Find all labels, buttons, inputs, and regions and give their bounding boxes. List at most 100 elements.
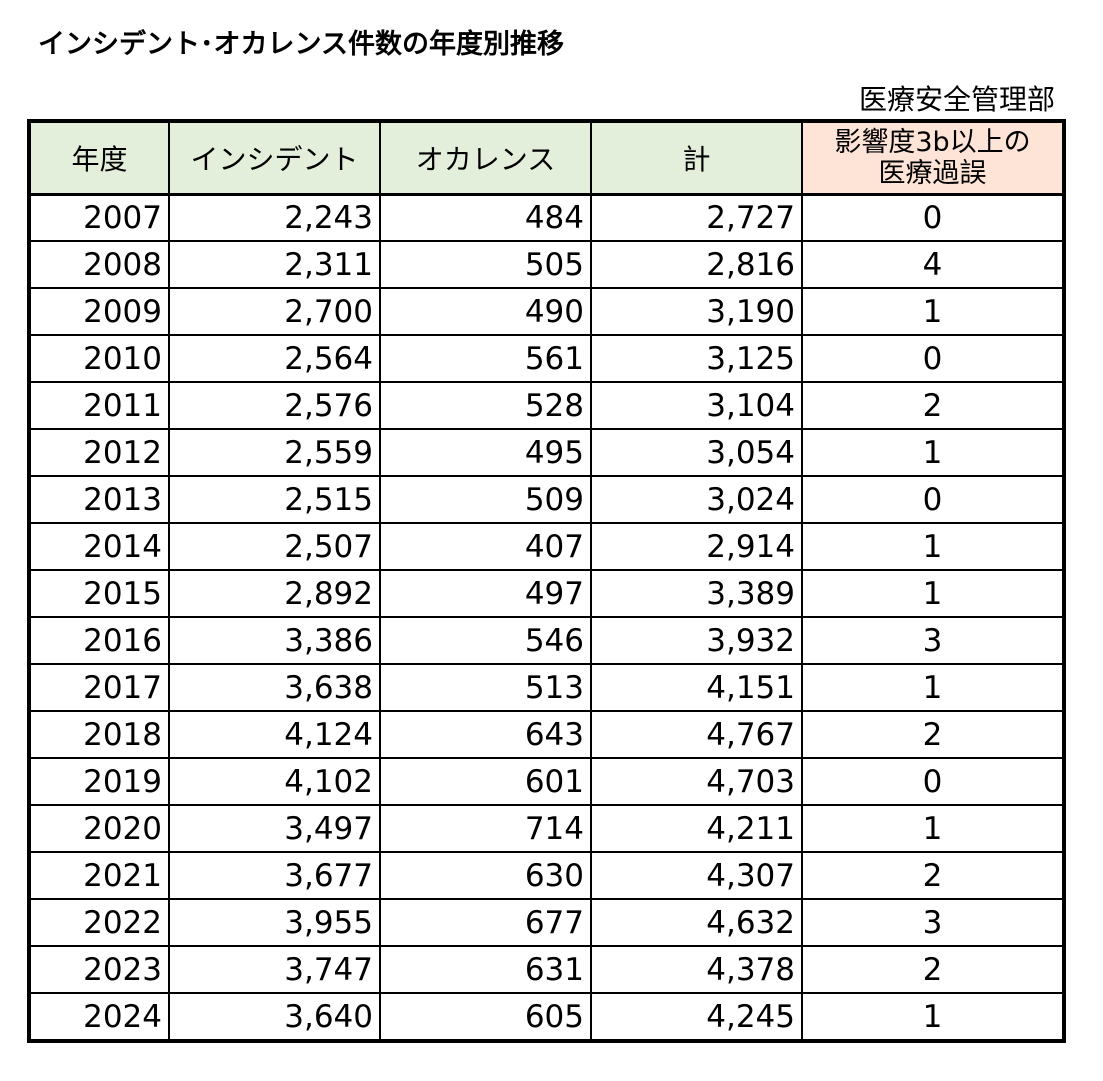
cell-medical-error: 2 bbox=[801, 851, 1064, 900]
header-total: 計 bbox=[590, 121, 803, 195]
cell-year: 2014 bbox=[29, 522, 170, 571]
cell-medical-error: 1 bbox=[801, 287, 1064, 336]
cell-medical-error: 2 bbox=[801, 945, 1064, 994]
cell-total: 3,190 bbox=[590, 287, 803, 336]
cell-medical-error: 2 bbox=[801, 381, 1064, 430]
table-row: 2023 3,747 631 4,378 2 bbox=[29, 945, 1064, 994]
cell-incident: 3,640 bbox=[168, 992, 381, 1041]
table-row: 2007 2,243 484 2,727 0 bbox=[29, 192, 1064, 242]
cell-occurrence: 528 bbox=[379, 381, 592, 430]
cell-year: 2020 bbox=[29, 804, 170, 853]
cell-total: 4,307 bbox=[590, 851, 803, 900]
cell-occurrence: 561 bbox=[379, 334, 592, 383]
cell-total: 4,632 bbox=[590, 898, 803, 947]
cell-year: 2008 bbox=[29, 240, 170, 289]
cell-occurrence: 677 bbox=[379, 898, 592, 947]
cell-year: 2013 bbox=[29, 475, 170, 524]
cell-incident: 3,747 bbox=[168, 945, 381, 994]
cell-occurrence: 490 bbox=[379, 287, 592, 336]
table-row: 2012 2,559 495 3,054 1 bbox=[29, 428, 1064, 477]
cell-incident: 4,102 bbox=[168, 757, 381, 806]
cell-occurrence: 546 bbox=[379, 616, 592, 665]
cell-incident: 2,892 bbox=[168, 569, 381, 618]
cell-occurrence: 601 bbox=[379, 757, 592, 806]
cell-incident: 3,386 bbox=[168, 616, 381, 665]
cell-medical-error: 0 bbox=[801, 334, 1064, 383]
cell-medical-error: 0 bbox=[801, 757, 1064, 806]
cell-year: 2018 bbox=[29, 710, 170, 759]
cell-medical-error: 3 bbox=[801, 898, 1064, 947]
table-row: 2014 2,507 407 2,914 1 bbox=[29, 522, 1064, 571]
header-medical-error-line2: 医療過誤 bbox=[878, 157, 987, 189]
cell-year: 2015 bbox=[29, 569, 170, 618]
cell-incident: 4,124 bbox=[168, 710, 381, 759]
cell-incident: 2,243 bbox=[168, 192, 381, 242]
cell-medical-error: 1 bbox=[801, 428, 1064, 477]
cell-year: 2017 bbox=[29, 663, 170, 712]
cell-occurrence: 630 bbox=[379, 851, 592, 900]
cell-total: 4,703 bbox=[590, 757, 803, 806]
table-row: 2008 2,311 505 2,816 4 bbox=[29, 240, 1064, 289]
page-title: インシデント･オカレンス件数の年度別推移 bbox=[38, 29, 564, 60]
table-row: 2013 2,515 509 3,024 0 bbox=[29, 475, 1064, 524]
cell-year: 2010 bbox=[29, 334, 170, 383]
cell-total: 4,378 bbox=[590, 945, 803, 994]
cell-total: 4,151 bbox=[590, 663, 803, 712]
cell-total: 3,104 bbox=[590, 381, 803, 430]
table-row: 2011 2,576 528 3,104 2 bbox=[29, 381, 1064, 430]
cell-medical-error: 1 bbox=[801, 663, 1064, 712]
table-row: 2015 2,892 497 3,389 1 bbox=[29, 569, 1064, 618]
cell-year: 2012 bbox=[29, 428, 170, 477]
cell-total: 2,914 bbox=[590, 522, 803, 571]
header-medical-error-line1: 影響度3b以上の bbox=[834, 126, 1031, 158]
table-row: 2022 3,955 677 4,632 3 bbox=[29, 898, 1064, 947]
cell-total: 3,389 bbox=[590, 569, 803, 618]
cell-occurrence: 495 bbox=[379, 428, 592, 477]
cell-medical-error: 1 bbox=[801, 569, 1064, 618]
incident-table: 年度 インシデント オカレンス 計 影響度3b以上の 医療過誤 2007 2,24… bbox=[27, 119, 1066, 1043]
cell-incident: 2,559 bbox=[168, 428, 381, 477]
cell-medical-error: 4 bbox=[801, 240, 1064, 289]
cell-medical-error: 2 bbox=[801, 710, 1064, 759]
cell-incident: 2,507 bbox=[168, 522, 381, 571]
table-header-row: 年度 インシデント オカレンス 計 影響度3b以上の 医療過誤 bbox=[29, 121, 1064, 195]
table-row: 2018 4,124 643 4,767 2 bbox=[29, 710, 1064, 759]
cell-occurrence: 407 bbox=[379, 522, 592, 571]
cell-year: 2016 bbox=[29, 616, 170, 665]
cell-incident: 2,700 bbox=[168, 287, 381, 336]
cell-total: 4,245 bbox=[590, 992, 803, 1041]
cell-year: 2007 bbox=[29, 192, 170, 242]
cell-year: 2019 bbox=[29, 757, 170, 806]
department-label: 医療安全管理部 bbox=[858, 83, 1055, 116]
cell-incident: 2,515 bbox=[168, 475, 381, 524]
cell-medical-error: 1 bbox=[801, 522, 1064, 571]
cell-occurrence: 497 bbox=[379, 569, 592, 618]
cell-medical-error: 1 bbox=[801, 804, 1064, 853]
cell-incident: 2,311 bbox=[168, 240, 381, 289]
cell-medical-error: 0 bbox=[801, 192, 1064, 242]
cell-occurrence: 714 bbox=[379, 804, 592, 853]
cell-incident: 3,638 bbox=[168, 663, 381, 712]
cell-incident: 3,497 bbox=[168, 804, 381, 853]
cell-total: 2,727 bbox=[590, 192, 803, 242]
header-medical-error: 影響度3b以上の 医療過誤 bbox=[801, 121, 1064, 195]
table-row: 2010 2,564 561 3,125 0 bbox=[29, 334, 1064, 383]
table-row: 2009 2,700 490 3,190 1 bbox=[29, 287, 1064, 336]
cell-incident: 2,564 bbox=[168, 334, 381, 383]
cell-year: 2009 bbox=[29, 287, 170, 336]
cell-occurrence: 509 bbox=[379, 475, 592, 524]
cell-occurrence: 631 bbox=[379, 945, 592, 994]
table-row: 2016 3,386 546 3,932 3 bbox=[29, 616, 1064, 665]
cell-year: 2023 bbox=[29, 945, 170, 994]
table-row: 2017 3,638 513 4,151 1 bbox=[29, 663, 1064, 712]
cell-medical-error: 3 bbox=[801, 616, 1064, 665]
header-year: 年度 bbox=[29, 121, 170, 195]
cell-total: 3,125 bbox=[590, 334, 803, 383]
cell-total: 3,932 bbox=[590, 616, 803, 665]
cell-year: 2024 bbox=[29, 992, 170, 1041]
cell-occurrence: 484 bbox=[379, 192, 592, 242]
cell-incident: 3,955 bbox=[168, 898, 381, 947]
table-row: 2024 3,640 605 4,245 1 bbox=[29, 992, 1064, 1041]
cell-year: 2021 bbox=[29, 851, 170, 900]
table-body: 2007 2,243 484 2,727 0 2008 2,311 505 2,816 4 2009… bbox=[29, 192, 1064, 1041]
